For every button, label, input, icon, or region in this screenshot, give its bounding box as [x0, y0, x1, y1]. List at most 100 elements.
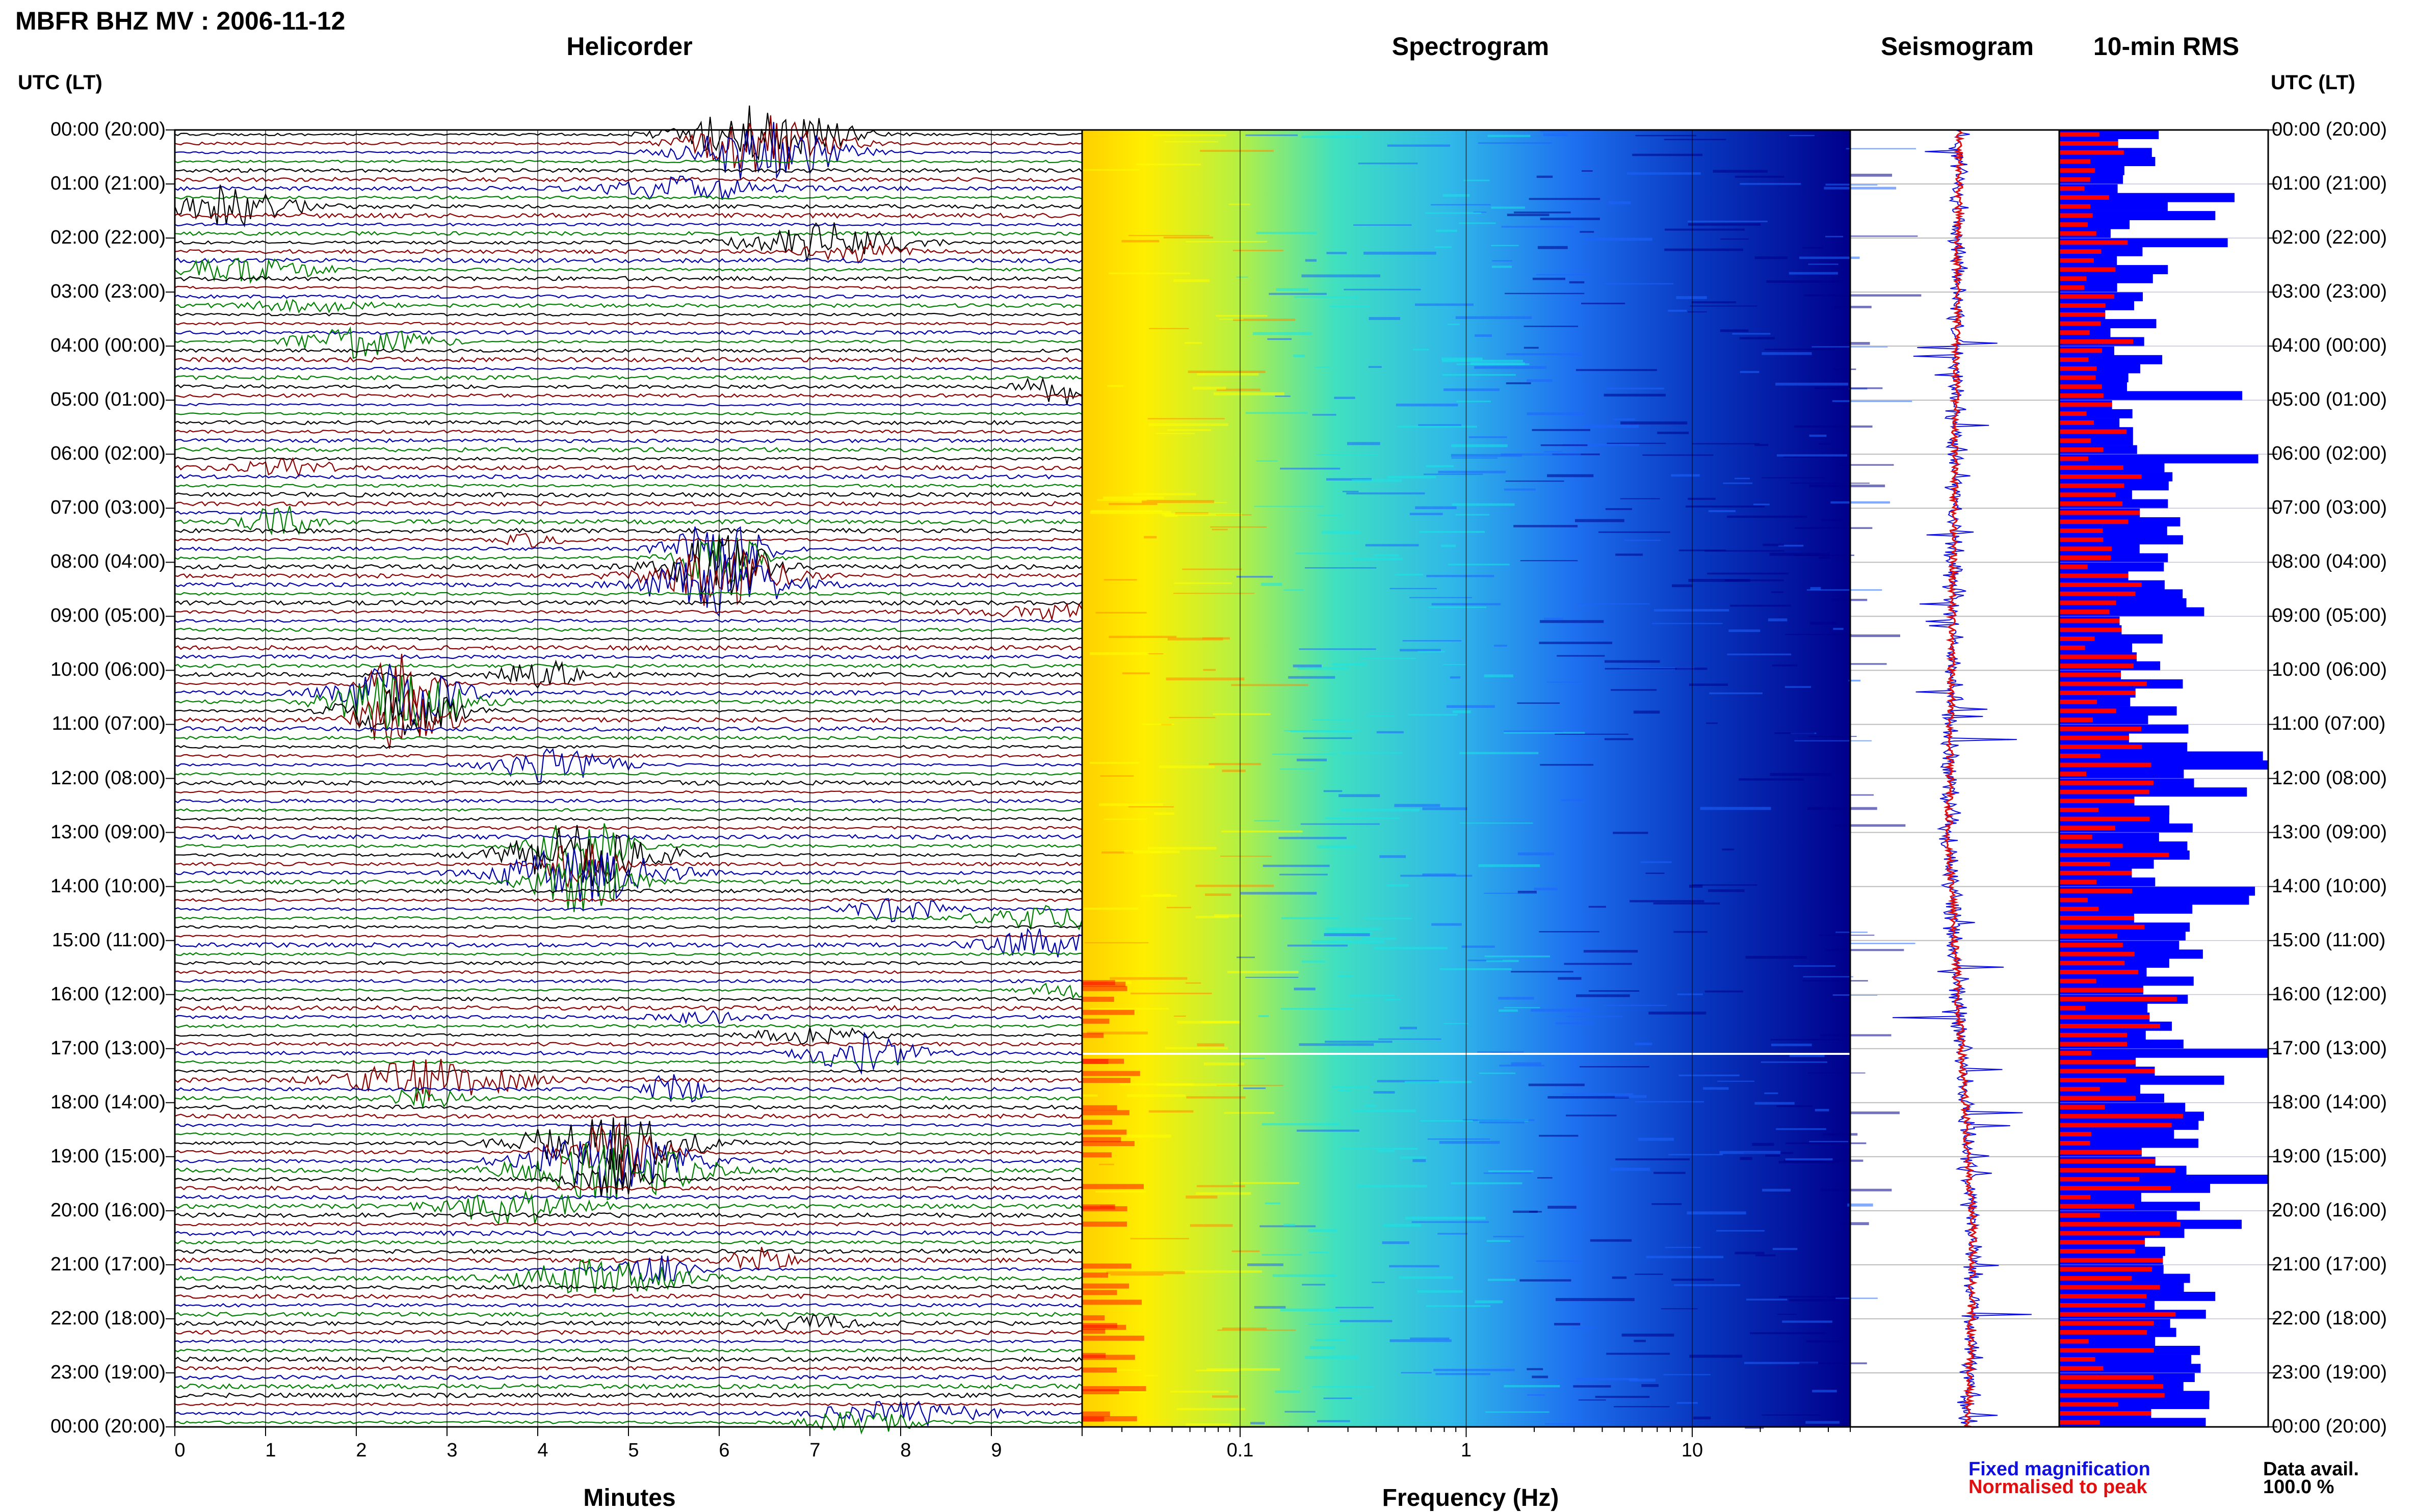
spectrogram-streak	[1524, 347, 1539, 349]
spectrogram-streak	[1358, 163, 1418, 165]
rms-bar-normalised	[2059, 1150, 2142, 1155]
helicorder-tick-label: 8	[900, 1440, 911, 1461]
spectrogram-streak	[1212, 1395, 1238, 1398]
time-label-right: 02:00 (22:00)	[2272, 227, 2387, 249]
spectrogram-streak	[1807, 807, 1877, 810]
rms-bar-normalised	[2059, 168, 2095, 173]
rms-bar-normalised	[2059, 681, 2147, 686]
spectrogram-streak	[1764, 1092, 1778, 1094]
spectrogram-streak	[1688, 579, 1750, 582]
spectrogram-streak	[1692, 443, 1760, 445]
spectrogram-streak	[1423, 473, 1483, 475]
spectrogram-streak	[1580, 231, 1594, 233]
spectrogram-streak	[1099, 1163, 1114, 1165]
spectrogram-streak	[1486, 1240, 1511, 1242]
spectrogram-streak	[1415, 506, 1457, 510]
spectrogram-streak	[1451, 457, 1498, 459]
rms-bar-normalised	[2059, 249, 2102, 254]
spectrogram-streak	[1555, 733, 1629, 735]
spectrogram-streak	[1835, 1297, 1878, 1299]
spectrogram-streak	[1744, 1362, 1819, 1364]
spectrogram-streak	[1415, 303, 1474, 306]
spectrogram-streak	[1590, 1239, 1632, 1242]
spectrogram-streak	[1240, 892, 1317, 895]
spectrogram-streak	[1576, 994, 1630, 997]
rms-bar-normalised	[2059, 672, 2121, 677]
utc-header-left: UTC (LT)	[18, 71, 102, 94]
spectrogram-tick-label: 10	[1681, 1440, 1703, 1461]
spectrogram-streak	[1532, 429, 1590, 431]
spectrogram-streak	[1341, 752, 1403, 754]
rms-bar-normalised	[2059, 510, 2140, 515]
spectrogram-streak	[1648, 1012, 1706, 1015]
spectrogram-streak	[1690, 305, 1757, 307]
spectrogram-streak	[1486, 960, 1519, 962]
spectrogram-streak	[1262, 1123, 1340, 1126]
spectrogram-streak	[1153, 894, 1171, 896]
spectrogram-streak	[1819, 443, 1831, 445]
rms-bar-normalised	[2059, 213, 2093, 218]
rms-bar-normalised	[2059, 1222, 2181, 1227]
spectrogram-streak	[1821, 1188, 1892, 1191]
spectrogram-streak	[1315, 1339, 1346, 1341]
spectrogram-streak	[1727, 515, 1807, 518]
spectrogram-streak	[1832, 400, 1912, 402]
spectrogram-streak	[1325, 927, 1382, 931]
spectrogram-streak	[1642, 454, 1714, 456]
spectrogram-lowfreq-band	[1082, 1299, 1142, 1305]
time-label-right: 13:00 (09:00)	[2272, 821, 2387, 843]
spectrogram-streak	[1762, 1414, 1821, 1416]
time-label-left: 17:00 (13:00)	[50, 1037, 166, 1059]
rms-bar-normalised	[2059, 321, 2101, 326]
spectrogram-streak	[1147, 846, 1217, 850]
spectrogram-streak	[1176, 1408, 1245, 1411]
spectrogram-streak	[1450, 676, 1461, 679]
spectrogram-tick-label: 0.1	[1226, 1440, 1254, 1461]
spectrogram-streak	[1484, 674, 1513, 678]
rms-bar-normalised	[2059, 276, 2087, 281]
spectrogram-lowfreq-band	[1082, 1204, 1115, 1210]
rms-bar-normalised	[2059, 1113, 2183, 1119]
spectrogram-streak	[1347, 442, 1380, 445]
time-label-right: 03:00 (23:00)	[2272, 281, 2387, 303]
spectrogram-streak	[1221, 830, 1303, 833]
spectrogram-streak	[1604, 283, 1674, 285]
spectrogram-streak	[1404, 1081, 1472, 1083]
spectrogram-streak	[1823, 1133, 1858, 1136]
spectrogram-streak	[1708, 510, 1736, 512]
spectrogram-streak	[1294, 988, 1316, 991]
spectrogram-streak	[1776, 454, 1847, 457]
rms-bar-normalised	[2059, 465, 2123, 470]
spectrogram-streak	[1216, 388, 1260, 391]
spectrogram-streak	[1491, 245, 1519, 247]
spectrogram-streak	[1365, 544, 1419, 547]
spectrogram-streak	[1504, 730, 1563, 732]
rms-bar-normalised	[2059, 664, 2134, 668]
rms-bar-normalised	[2059, 745, 2142, 749]
spectrogram-streak	[1676, 296, 1707, 299]
spectrogram-streak	[1563, 443, 1639, 446]
spectrogram-streak	[1584, 237, 1652, 241]
spectrogram-streak	[1227, 971, 1299, 973]
rms-bar-fixed	[2059, 391, 2243, 401]
time-label-right: 19:00 (15:00)	[2272, 1145, 2387, 1167]
spectrogram-streak	[1222, 1328, 1267, 1330]
spectrogram-streak	[1190, 1224, 1233, 1227]
spectrogram-streak	[1517, 702, 1560, 704]
rms-bar-normalised	[2059, 312, 2106, 317]
spectrogram-streak	[1217, 1329, 1296, 1331]
spectrogram-streak	[1103, 496, 1164, 499]
rms-bar-normalised	[2059, 988, 2143, 993]
spectrogram-streak	[1806, 1340, 1845, 1343]
spectrogram-streak	[1192, 386, 1226, 390]
spectrogram-streak	[1455, 514, 1489, 516]
spectrogram-streak	[1635, 1274, 1663, 1275]
spectrogram-streak	[1654, 609, 1729, 612]
spectrogram-streak	[1621, 1333, 1674, 1337]
spectrogram-streak	[1446, 705, 1495, 708]
spectrogram-streak	[1293, 354, 1305, 357]
time-label-right: 18:00 (14:00)	[2272, 1091, 2387, 1113]
spectrogram-streak	[1790, 483, 1870, 484]
spectrogram-streak	[1299, 1043, 1374, 1046]
time-label-left: 01:00 (21:00)	[50, 173, 166, 195]
